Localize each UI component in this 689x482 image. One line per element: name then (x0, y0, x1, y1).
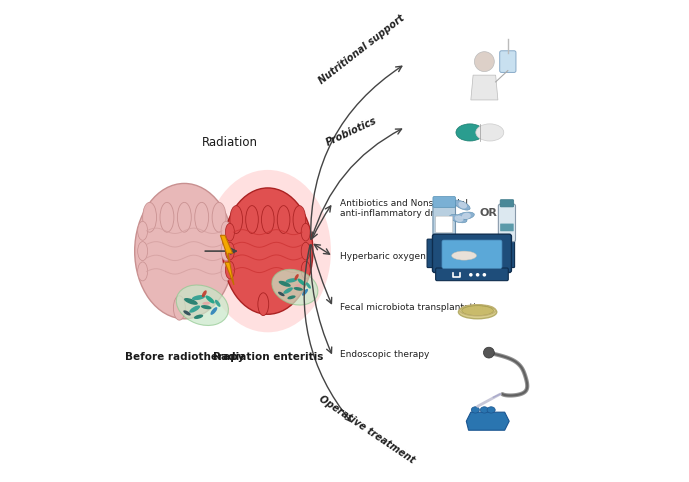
Circle shape (469, 273, 473, 277)
Ellipse shape (462, 213, 471, 219)
Ellipse shape (272, 269, 318, 305)
Ellipse shape (201, 305, 212, 309)
Text: Hyperbaric oxygen therapy: Hyperbaric oxygen therapy (340, 252, 464, 261)
Ellipse shape (183, 310, 191, 316)
Text: Endoscopic therapy: Endoscopic therapy (340, 350, 429, 360)
Ellipse shape (177, 202, 192, 232)
Polygon shape (471, 75, 498, 100)
Ellipse shape (174, 296, 185, 320)
FancyBboxPatch shape (433, 204, 455, 237)
FancyBboxPatch shape (433, 234, 511, 272)
Ellipse shape (294, 274, 299, 280)
Text: Radiation enteritis: Radiation enteritis (213, 352, 323, 362)
Ellipse shape (294, 287, 303, 291)
Ellipse shape (176, 285, 229, 325)
FancyBboxPatch shape (506, 239, 515, 268)
Ellipse shape (225, 261, 234, 279)
Ellipse shape (476, 124, 504, 141)
Ellipse shape (195, 202, 209, 232)
Ellipse shape (223, 188, 313, 314)
Ellipse shape (221, 241, 231, 261)
Ellipse shape (457, 212, 474, 220)
Ellipse shape (298, 279, 306, 286)
Ellipse shape (202, 290, 207, 297)
Ellipse shape (205, 170, 331, 332)
FancyBboxPatch shape (433, 197, 455, 207)
Ellipse shape (471, 407, 480, 413)
Ellipse shape (221, 221, 231, 240)
Text: Nutritional support: Nutritional support (317, 13, 407, 86)
FancyBboxPatch shape (500, 51, 516, 72)
Ellipse shape (462, 306, 493, 316)
Text: OR: OR (480, 208, 498, 218)
Text: Antibiotics and Nonsteroidal
anti-inflammatory drugs: Antibiotics and Nonsteroidal anti-inflam… (340, 199, 468, 218)
Ellipse shape (295, 284, 302, 287)
Ellipse shape (258, 293, 269, 316)
Ellipse shape (278, 281, 291, 287)
Ellipse shape (189, 306, 200, 313)
Ellipse shape (287, 295, 296, 299)
Ellipse shape (230, 206, 243, 233)
Ellipse shape (277, 206, 290, 233)
Ellipse shape (301, 242, 310, 260)
Text: Operative treatment: Operative treatment (317, 394, 416, 465)
Ellipse shape (306, 282, 311, 289)
Text: Fecal microbiota transplantation: Fecal microbiota transplantation (340, 303, 487, 312)
Ellipse shape (134, 184, 234, 319)
Ellipse shape (138, 241, 147, 261)
Ellipse shape (138, 262, 147, 281)
Text: Before radiotherapy: Before radiotherapy (125, 352, 244, 362)
Ellipse shape (143, 202, 156, 232)
FancyBboxPatch shape (500, 224, 514, 231)
Ellipse shape (138, 221, 147, 240)
Text: Probiotics: Probiotics (325, 115, 378, 147)
Ellipse shape (458, 201, 467, 209)
Ellipse shape (301, 261, 310, 279)
Ellipse shape (246, 206, 258, 233)
Ellipse shape (215, 300, 220, 307)
FancyBboxPatch shape (442, 240, 502, 268)
Ellipse shape (452, 251, 477, 260)
Text: Radiation: Radiation (201, 136, 258, 149)
Ellipse shape (487, 407, 495, 413)
Ellipse shape (449, 214, 467, 223)
Ellipse shape (262, 206, 274, 233)
Circle shape (482, 273, 486, 277)
Ellipse shape (302, 289, 308, 295)
Ellipse shape (453, 200, 470, 210)
FancyBboxPatch shape (498, 204, 515, 241)
FancyBboxPatch shape (427, 239, 435, 268)
Ellipse shape (203, 302, 210, 305)
Ellipse shape (293, 206, 306, 233)
Ellipse shape (212, 202, 226, 232)
Ellipse shape (160, 202, 174, 232)
Ellipse shape (283, 287, 293, 294)
Ellipse shape (225, 223, 234, 241)
Circle shape (484, 347, 494, 358)
Polygon shape (220, 235, 234, 285)
Ellipse shape (286, 278, 298, 282)
Ellipse shape (205, 295, 215, 304)
Circle shape (475, 52, 494, 71)
Ellipse shape (192, 295, 205, 300)
Ellipse shape (225, 242, 234, 260)
Ellipse shape (480, 407, 489, 413)
FancyBboxPatch shape (435, 216, 453, 233)
Ellipse shape (301, 223, 310, 241)
Polygon shape (466, 412, 509, 430)
Ellipse shape (194, 315, 203, 319)
FancyBboxPatch shape (500, 200, 514, 207)
Ellipse shape (458, 305, 497, 319)
Ellipse shape (455, 215, 464, 222)
Ellipse shape (221, 262, 231, 281)
Ellipse shape (278, 292, 285, 296)
Ellipse shape (456, 124, 484, 141)
Circle shape (476, 273, 480, 277)
FancyBboxPatch shape (435, 268, 508, 281)
Ellipse shape (184, 298, 198, 305)
Ellipse shape (210, 307, 217, 315)
